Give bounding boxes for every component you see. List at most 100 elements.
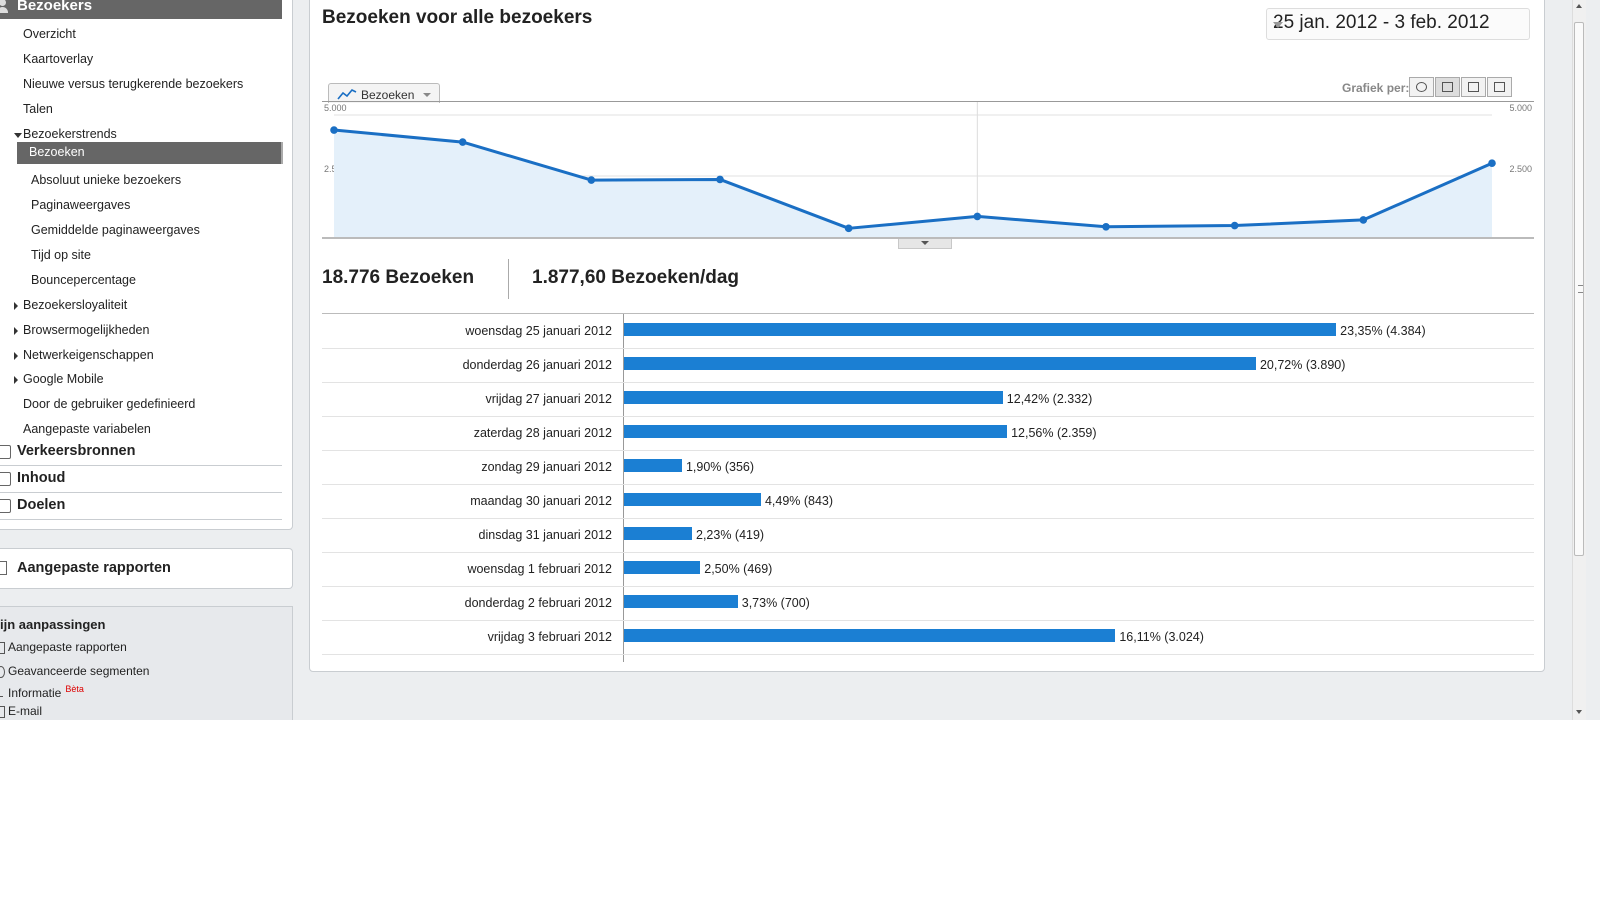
- row-date-label: woensdag 25 januari 2012: [465, 324, 612, 338]
- nav-item-label: Bezoeken: [29, 145, 85, 159]
- metric-selector[interactable]: Bezoeken: [328, 83, 440, 103]
- y-tick-label-right: 5.000: [1509, 103, 1532, 113]
- graph-by-month-button[interactable]: [1487, 77, 1512, 97]
- segments-icon: [0, 666, 5, 678]
- day-icon: [1442, 82, 1453, 92]
- custom-reports-panel[interactable]: Aangepaste rapporten: [0, 548, 293, 589]
- metric-selector-label: Bezoeken: [361, 88, 415, 102]
- my-customizations-title: ijn aanpassingen: [0, 617, 106, 632]
- date-range-picker[interactable]: 25 jan. 2012 - 3 feb. 2012: [1266, 8, 1530, 40]
- table-row: donderdag 2 februari 2012 3,73% (700): [322, 586, 1534, 621]
- group-traffic-sources[interactable]: Verkeersbronnen: [0, 439, 282, 466]
- graph-by-hour-button[interactable]: [1409, 77, 1434, 97]
- nav-item-google-mobile[interactable]: Google Mobile: [14, 372, 104, 386]
- bar: [624, 561, 701, 574]
- link-label: E-mail: [8, 704, 43, 718]
- nav-item-browser-capabilities[interactable]: Browsermogelijkheden: [14, 323, 150, 337]
- nav-item-languages[interactable]: Talen: [23, 102, 53, 116]
- nav-item-label: Browsermogelijkheden: [23, 323, 150, 337]
- nav-item-map-overlay[interactable]: Kaartoverlay: [23, 52, 94, 66]
- table-row: woensdag 25 januari 2012 23,35% (4.384): [322, 314, 1534, 349]
- section-header-visitors[interactable]: Bezoekers: [0, 0, 282, 19]
- bar-value-label: 16,11% (3.024): [1119, 630, 1204, 644]
- bar: [624, 459, 682, 472]
- group-content[interactable]: Inhoud: [0, 466, 282, 493]
- row-date-label: zondag 29 januari 2012: [481, 460, 612, 474]
- bar-value-label: 2,23% (419): [696, 528, 765, 542]
- row-date-label: vrijdag 3 februari 2012: [487, 630, 612, 644]
- visits-bar-table: woensdag 25 januari 2012 23,35% (4.384) do…: [322, 313, 1534, 662]
- person-icon: [0, 0, 9, 13]
- nav-item-visits-selected[interactable]: Bezoeken: [17, 142, 283, 164]
- nav-item-overview[interactable]: Overzicht: [23, 27, 76, 41]
- bar: [624, 323, 1337, 336]
- grip-icon: [1578, 285, 1583, 293]
- my-custom-reports-link[interactable]: Aangepaste rapporten: [0, 640, 127, 654]
- month-icon: [1494, 82, 1505, 92]
- nav-item-label: Google Mobile: [23, 372, 104, 386]
- line-chart-icon: [337, 89, 357, 100]
- nav-item-label: Bezoekersloyaliteit: [23, 298, 128, 312]
- collapse-chart-handle[interactable]: [898, 239, 952, 249]
- nav-item-pageviews[interactable]: Paginaweergaves: [31, 198, 131, 212]
- bar: [624, 629, 1116, 642]
- nav-item-custom-variables[interactable]: Aangepaste variabelen: [23, 422, 151, 436]
- nav-item-bounce-rate[interactable]: Bouncepercentage: [31, 273, 136, 287]
- data-point: [844, 224, 853, 233]
- nav-item-user-defined[interactable]: Door de gebruiker gedefinieerd: [23, 397, 196, 411]
- nav-item-unique-visitors[interactable]: Absoluut unieke bezoekers: [31, 173, 182, 187]
- clock-icon: [1416, 82, 1427, 92]
- bar-value-label: 3,73% (700): [741, 596, 810, 610]
- row-date-label: donderdag 2 februari 2012: [464, 596, 612, 610]
- scroll-up-icon[interactable]: [1576, 4, 1582, 8]
- nav-item-avg-pageviews[interactable]: Gemiddelde paginaweergaves: [31, 223, 200, 237]
- intelligence-link[interactable]: Informatie Bèta: [0, 684, 84, 700]
- content-icon: [0, 472, 11, 486]
- data-point: [458, 138, 467, 146]
- report-navigation: Bezoekers Overzicht Kaartoverlay Nieuwe …: [0, 0, 293, 530]
- nav-item-new-vs-returning[interactable]: Nieuwe versus terugkerende bezoekers: [23, 77, 244, 91]
- chevron-down-icon: [1273, 22, 1283, 28]
- group-goals[interactable]: Doelen: [0, 493, 282, 520]
- table-row: maandag 30 januari 2012 4,49% (843): [322, 484, 1534, 519]
- scroll-down-icon[interactable]: [1576, 710, 1582, 714]
- data-point: [1488, 159, 1496, 168]
- table-row: vrijdag 27 januari 2012 12,42% (2.332): [322, 382, 1534, 417]
- report-icon: [0, 642, 5, 654]
- date-range-value: 25 jan. 2012 - 3 feb. 2012: [1273, 12, 1490, 33]
- section-title: Bezoekers: [17, 0, 93, 14]
- link-label: Aangepaste rapporten: [8, 640, 127, 654]
- row-date-label: dinsdag 31 januari 2012: [478, 528, 612, 542]
- email-icon: [0, 706, 5, 718]
- graph-by-day-button[interactable]: [1435, 77, 1460, 97]
- data-point: [1230, 221, 1239, 230]
- scroll-thumb[interactable]: [1574, 22, 1584, 556]
- chevron-down-icon: [14, 133, 22, 138]
- row-date-label: maandag 30 januari 2012: [470, 494, 612, 508]
- group-title: Doelen: [17, 497, 66, 513]
- nav-item-visitor-loyalty[interactable]: Bezoekersloyaliteit: [14, 298, 128, 312]
- advanced-segments-link[interactable]: Geavanceerde segmenten: [0, 664, 149, 678]
- chevron-right-icon: [14, 352, 18, 360]
- page-scrollbar[interactable]: [1572, 0, 1586, 720]
- nav-item-label: Bezoekerstrends: [23, 127, 117, 141]
- row-date-label: woensdag 1 februari 2012: [467, 562, 612, 576]
- graph-by-week-button[interactable]: [1461, 77, 1486, 97]
- custom-reports-link: Aangepaste rapporten: [17, 560, 171, 576]
- bar: [624, 595, 738, 608]
- goals-icon: [0, 499, 11, 513]
- nav-item-time-on-site[interactable]: Tijd op site: [31, 248, 91, 262]
- sidebar: Bezoekers Overzicht Kaartoverlay Nieuwe …: [0, 0, 293, 720]
- week-icon: [1468, 82, 1479, 92]
- chevron-right-icon: [14, 327, 18, 335]
- row-date-label: zaterdag 28 januari 2012: [473, 426, 612, 440]
- nav-item-network-properties[interactable]: Netwerkeigenschappen: [14, 348, 154, 362]
- chevron-down-icon: [423, 93, 431, 97]
- email-link[interactable]: E-mail: [0, 704, 43, 718]
- bar-value-label: 23,35% (4.384): [1340, 324, 1426, 338]
- data-point: [587, 176, 596, 184]
- nav-item-visitor-trends[interactable]: Bezoekerstrends: [14, 127, 117, 141]
- table-row: woensdag 1 februari 2012 2,50% (469): [322, 552, 1534, 587]
- traffic-sources-icon: [0, 445, 11, 459]
